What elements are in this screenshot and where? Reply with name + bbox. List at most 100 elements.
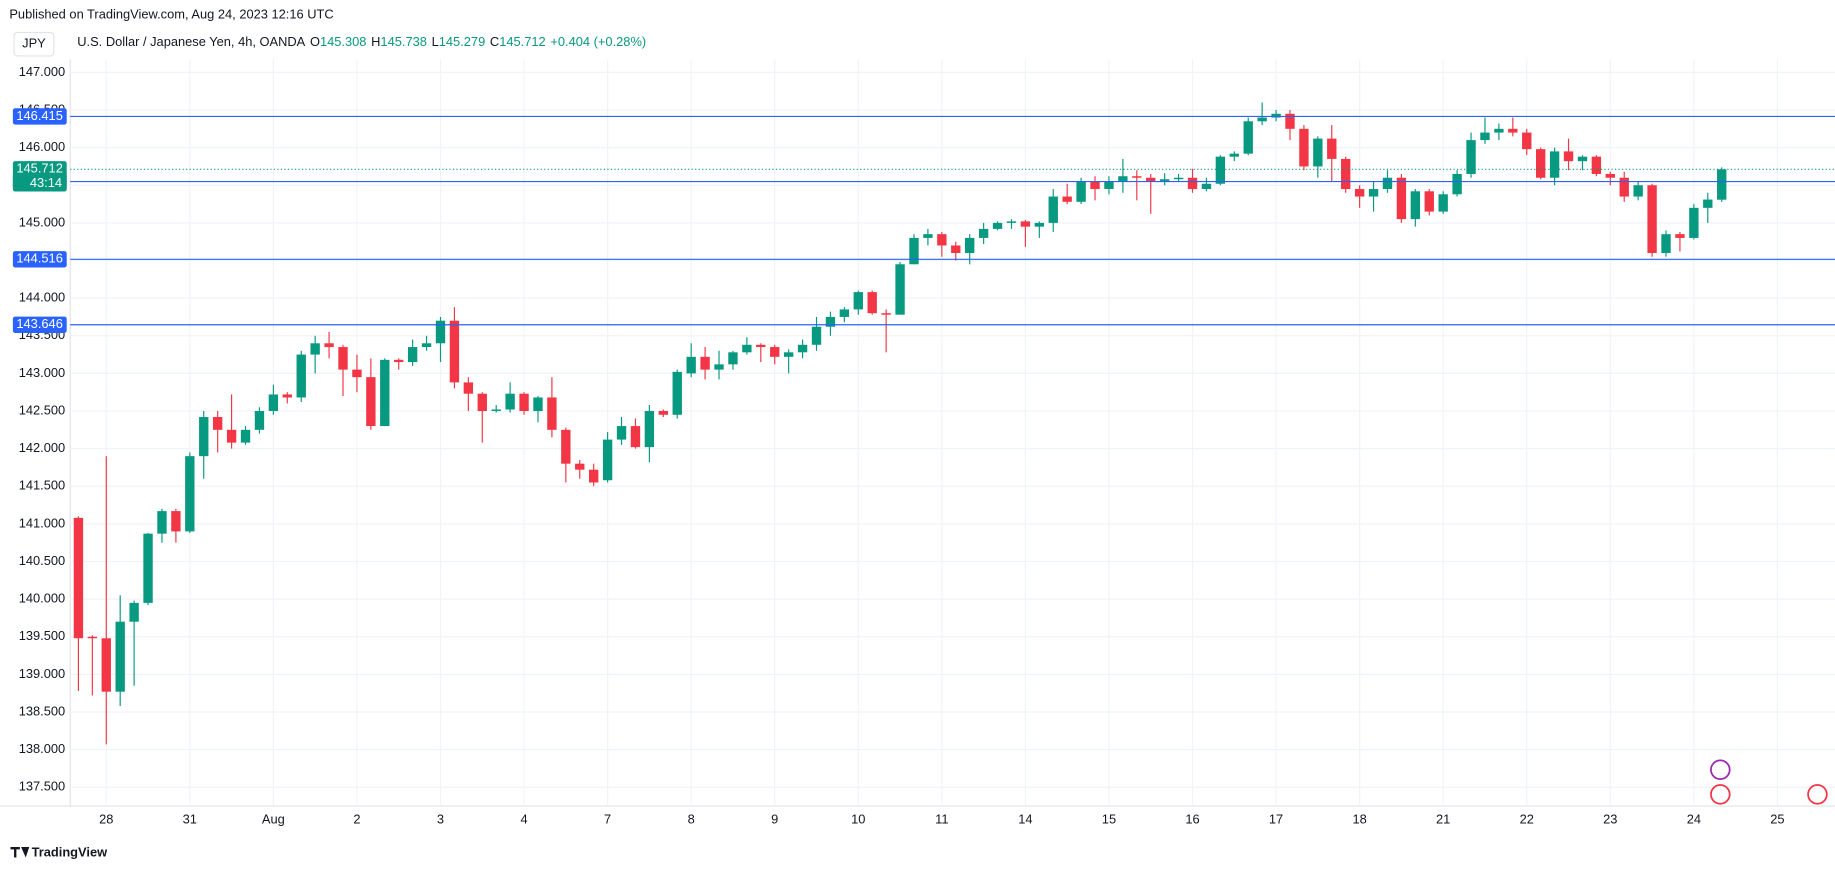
- y-tick-label: 139.500: [19, 628, 65, 643]
- level-label-box: [12, 316, 67, 333]
- candle-body: [728, 352, 738, 365]
- candles: [73, 102, 1727, 745]
- candle-body: [783, 352, 794, 357]
- candle-body: [519, 393, 529, 412]
- x-tick-label: 28: [99, 812, 113, 827]
- candle-body: [1090, 181, 1100, 190]
- candle-body: [1034, 222, 1045, 227]
- published-note: Published on TradingView.com, Aug 24, 20…: [9, 6, 333, 21]
- candle-body: [589, 469, 599, 483]
- candle-body: [1619, 177, 1629, 197]
- candle-body: [421, 343, 432, 348]
- event-icon[interactable]: [1710, 759, 1731, 781]
- x-tick-label: 31: [183, 812, 197, 827]
- candle-body: [825, 316, 836, 327]
- candle-body: [561, 429, 571, 464]
- level-label-box: [12, 108, 67, 125]
- x-tick-label: 3: [437, 812, 444, 827]
- candle-body: [1201, 183, 1212, 190]
- candle-body: [839, 309, 850, 317]
- l-letter: L: [432, 34, 439, 49]
- candle-body: [1438, 194, 1448, 212]
- candle-body: [1549, 151, 1560, 178]
- c-letter: C: [490, 34, 499, 49]
- candle-body: [1341, 158, 1351, 190]
- candle-body: [1605, 173, 1615, 178]
- candle-body: [1076, 181, 1086, 202]
- event-icon[interactable]: [1807, 784, 1828, 805]
- candle-body: [73, 517, 84, 639]
- brand-logo: [10, 847, 30, 858]
- candle-body: [1647, 185, 1657, 253]
- candle-body: [1048, 196, 1058, 223]
- candle-body: [644, 411, 655, 448]
- candle-body: [212, 417, 223, 430]
- candle-body: [1466, 140, 1476, 174]
- candle-body: [658, 411, 668, 415]
- candle-body: [895, 264, 905, 315]
- candle-body: [1006, 221, 1017, 223]
- x-tick-label: 4: [520, 812, 527, 827]
- candle-body: [1215, 156, 1226, 184]
- candle-body: [282, 394, 292, 398]
- x-tick-label: 2: [353, 812, 360, 827]
- x-tick-label: 24: [1687, 812, 1701, 827]
- x-tick-label: 18: [1352, 812, 1366, 827]
- candle-body: [1535, 149, 1546, 178]
- candle-body: [1187, 177, 1198, 190]
- candle-body: [881, 313, 891, 315]
- y-tick-label: 141.500: [19, 478, 65, 493]
- candle-body: [630, 426, 641, 448]
- candle-body: [435, 320, 446, 344]
- candle-body: [449, 320, 460, 383]
- candle-body: [867, 292, 877, 314]
- x-tick-label: 9: [771, 812, 778, 827]
- candle-body: [700, 356, 710, 370]
- candle-body: [310, 343, 320, 355]
- candle-body: [394, 359, 404, 363]
- y-tick-label: 137.500: [19, 779, 65, 794]
- level-label-box: [12, 251, 67, 268]
- y-tick-label: 141.000: [19, 515, 65, 530]
- y-tick-label: 139.000: [19, 666, 65, 681]
- candle-body: [756, 344, 766, 348]
- y-tick-label: 144.000: [19, 290, 65, 305]
- candle-body: [352, 369, 362, 378]
- level-label: 143.646: [16, 316, 62, 331]
- candle-body: [226, 429, 237, 443]
- candle-body: [505, 393, 515, 410]
- level-label: 146.415: [16, 108, 62, 123]
- candle-body: [992, 222, 1003, 229]
- x-tick-label: 16: [1185, 812, 1199, 827]
- candle-body: [811, 326, 822, 345]
- candle-body: [338, 347, 348, 370]
- symbol-name: U.S. Dollar / Japanese Yen, 4h, OANDA: [77, 34, 305, 49]
- y-tick-label: 140.000: [19, 591, 65, 606]
- candle-body: [1062, 196, 1072, 202]
- symbol-button-label[interactable]: JPY: [22, 36, 46, 51]
- candle-body: [547, 397, 557, 430]
- x-tick-label: 10: [851, 812, 865, 827]
- candle-body: [1243, 121, 1253, 154]
- last-price-box: [12, 161, 67, 192]
- legend: U.S. Dollar / Japanese Yen, 4h, OANDA O14…: [77, 34, 646, 49]
- candle-body: [1229, 153, 1239, 157]
- candle-body: [1271, 113, 1281, 118]
- x-tick-label: 22: [1520, 812, 1534, 827]
- event-icon[interactable]: [1710, 784, 1731, 805]
- candle-body: [1396, 177, 1407, 220]
- y-tick-label: 138.500: [19, 703, 65, 718]
- candle-body: [853, 292, 863, 310]
- l-value: 145.279: [439, 34, 485, 49]
- symbol-button[interactable]: [13, 31, 55, 57]
- candle-body: [324, 343, 334, 348]
- candle-body: [463, 382, 474, 394]
- candle-body: [1159, 179, 1170, 182]
- candle-body: [1020, 221, 1031, 227]
- x-tick-label: 7: [604, 812, 611, 827]
- candle-body: [951, 245, 961, 253]
- x-tick-label: Aug: [262, 812, 285, 827]
- candle-body: [1368, 189, 1379, 197]
- y-tick-label: 142.500: [19, 402, 65, 417]
